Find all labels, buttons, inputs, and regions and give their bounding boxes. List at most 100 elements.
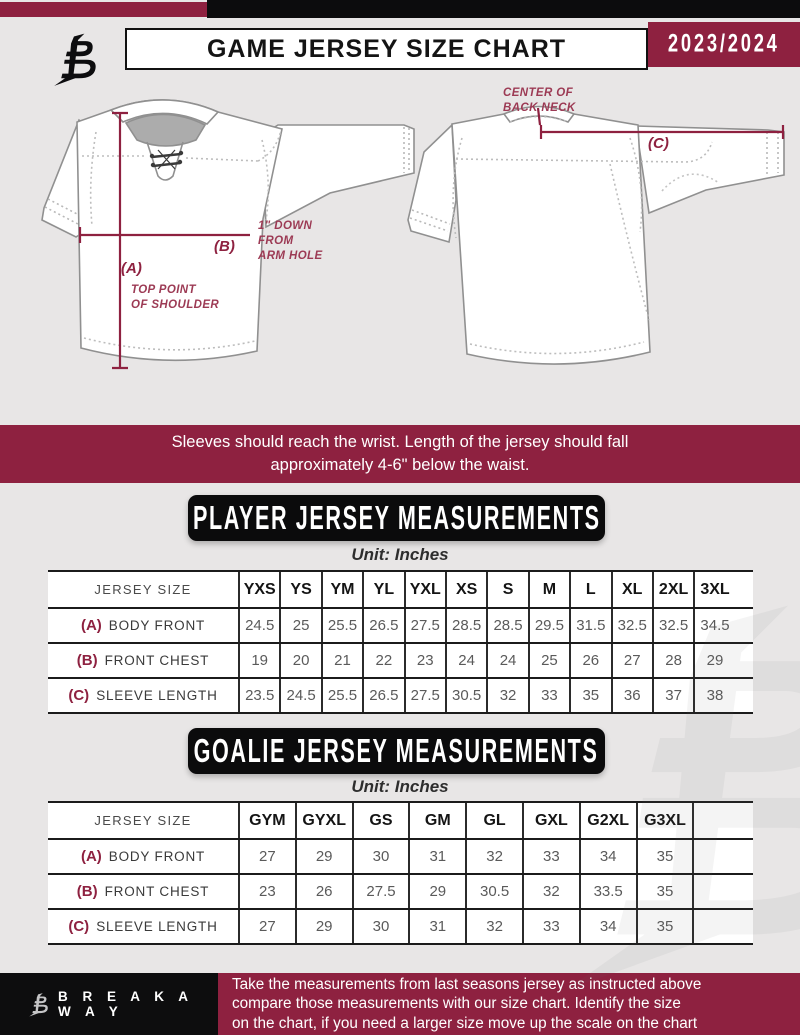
goalie-table: JERSEY SIZE GYM GYXL GS GM GL GXL G2XL G3XL (A) BO… — [48, 801, 753, 945]
size-header: G2XL — [578, 803, 636, 838]
ghost-cell — [692, 840, 753, 873]
table-row: (A) BODY FRONT 24.5 25 25.5 26.5 27.5 28.5 28.5 2… — [48, 609, 753, 644]
measurement-cell: 33 — [521, 840, 579, 873]
measurement-cell: 22 — [362, 644, 403, 677]
row-label: (B) FRONT CHEST — [48, 644, 238, 677]
size-header: GXL — [521, 803, 579, 838]
measurement-cell: 34.5 — [693, 609, 734, 642]
measurement-cell: 32 — [465, 840, 522, 873]
measurement-cell: 32.5 — [651, 609, 693, 642]
size-header: XS — [444, 572, 486, 607]
back-jersey-diagram — [407, 105, 785, 365]
size-header: S — [486, 572, 527, 607]
size-header: YXL — [403, 572, 445, 607]
size-header: GYM — [238, 803, 295, 838]
shoulder-note: TOP POINT OF SHOULDER — [131, 284, 220, 311]
front-jersey-diagram — [41, 99, 415, 362]
measurement-cell: 30 — [351, 910, 409, 943]
table-row: (A) BODY FRONT 27 29 30 31 32 33 34 35 — [48, 840, 753, 875]
measurement-cell: 33 — [527, 679, 569, 712]
measurement-cell: 26.5 — [362, 609, 403, 642]
size-header: XL — [610, 572, 652, 607]
goalie-section-title: GOALIE JERSEY MEASUREMENTS — [194, 732, 599, 769]
measurement-cell: 27.5 — [351, 875, 409, 908]
measurement-cell: 35 — [569, 679, 610, 712]
goalie-unit-label: Unit: Inches — [351, 777, 449, 796]
measurement-cell: 27.5 — [403, 679, 445, 712]
measurement-cell: 27 — [238, 840, 295, 873]
ghost-cell — [692, 803, 753, 838]
measurement-cell: 24.5 — [238, 609, 279, 642]
label-a: (A) — [121, 260, 142, 277]
size-header: L — [569, 572, 610, 607]
measurement-cell: 26 — [294, 875, 352, 908]
measurement-cell: 25 — [279, 609, 320, 642]
measurement-cell: 29 — [693, 644, 734, 677]
player-unit-label: Unit: Inches — [351, 545, 449, 564]
measurement-cell: 29 — [294, 910, 352, 943]
footer-line2: compare those measurements with our size… — [232, 995, 681, 1013]
size-header: GL — [465, 803, 522, 838]
row-title: FRONT CHEST — [104, 884, 210, 899]
measurement-cell: 33 — [521, 910, 579, 943]
row-label: (C) SLEEVE LENGTH — [48, 910, 238, 943]
ghost-cell — [735, 609, 753, 642]
table-row: (C) SLEEVE LENGTH 27 29 30 31 32 33 34 35 — [48, 910, 753, 945]
size-column-header: JERSEY SIZE — [94, 582, 192, 597]
row-label: (A) BODY FRONT — [48, 840, 238, 873]
player-table: JERSEY SIZE YXS YS YM YL YXL XS S M L XL 2XL 3XL (A) B… — [48, 570, 753, 714]
measurement-cell: 30.5 — [465, 875, 522, 908]
measurement-cell: 33.5 — [578, 875, 636, 908]
measurement-cell: 32 — [465, 910, 522, 943]
measurement-cell: 24 — [486, 644, 527, 677]
fit-note-line1: Sleeves should reach the wrist. Length o… — [171, 433, 629, 451]
size-header: G3XL — [635, 803, 693, 838]
size-header: GS — [351, 803, 409, 838]
top-strip-maroon — [0, 2, 207, 17]
footer-brand-block: B R E A K A W A Y — [0, 973, 218, 1035]
label-c: (C) — [648, 135, 669, 152]
size-header: YXS — [238, 572, 279, 607]
ghost-cell — [692, 910, 753, 943]
measurement-cell: 25 — [527, 644, 569, 677]
footer: B R E A K A W A Y Take the measurements … — [0, 973, 800, 1035]
measurement-cell: 23 — [403, 644, 445, 677]
season-box: 2023/2024 — [648, 22, 800, 67]
ghost-cell — [735, 644, 753, 677]
label-b: (B) — [214, 238, 235, 255]
ghost-cell — [692, 875, 753, 908]
measurement-cell: 29 — [294, 840, 352, 873]
size-header: YL — [362, 572, 403, 607]
size-header: YS — [279, 572, 320, 607]
measurement-cell: 31 — [408, 910, 465, 943]
measurement-cell: 37 — [651, 679, 693, 712]
row-key: (B) — [76, 652, 98, 669]
row-title: BODY FRONT — [108, 849, 206, 864]
measurement-cell: 21 — [320, 644, 362, 677]
measurement-line-c — [536, 107, 785, 139]
measurement-cell: 23 — [238, 875, 295, 908]
row-key: (C) — [68, 687, 90, 704]
breakaway-logo-footer — [22, 985, 48, 1023]
arm-hole-note: 1" DOWN FROM ARM HOLE — [258, 220, 323, 262]
ghost-cell — [735, 679, 753, 712]
row-title: SLEEVE LENGTH — [96, 919, 218, 934]
measurement-cell: 32 — [486, 679, 527, 712]
measurement-cell: 34 — [578, 910, 636, 943]
player-section-title: PLAYER JERSEY MEASUREMENTS — [192, 499, 601, 536]
fit-note-line2: approximately 4-6" below the waist. — [270, 456, 530, 474]
center-back-neck-note: CENTER OF BACK NECK — [503, 87, 576, 114]
measurement-line-b — [78, 227, 250, 243]
measurement-cell: 32 — [521, 875, 579, 908]
row-title: BODY FRONT — [108, 618, 206, 633]
measurement-cell: 25.5 — [320, 609, 362, 642]
row-key: (B) — [76, 883, 98, 900]
measurement-cell: 31.5 — [569, 609, 610, 642]
measurement-cell: 25.5 — [320, 679, 362, 712]
measurement-cell: 38 — [693, 679, 734, 712]
jersey-diagrams: CENTER OF BACK NECK (C) (B) 1" DOWN FROM… — [0, 80, 800, 425]
measurement-cell: 27.5 — [403, 609, 445, 642]
measurement-cell: 20 — [279, 644, 320, 677]
measurement-line-a — [112, 111, 128, 370]
measurement-cell: 29 — [408, 875, 465, 908]
